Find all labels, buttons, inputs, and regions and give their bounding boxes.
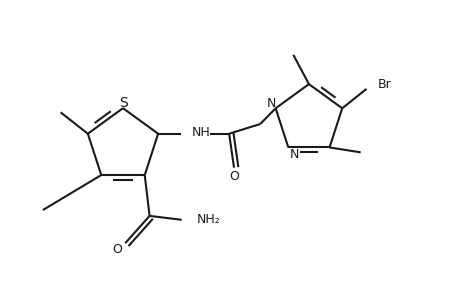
- Text: Br: Br: [376, 79, 390, 92]
- Text: NH₂: NH₂: [196, 213, 219, 226]
- Text: N: N: [267, 97, 276, 110]
- Text: NH: NH: [192, 126, 211, 139]
- Text: O: O: [229, 170, 238, 183]
- Text: S: S: [119, 96, 128, 110]
- Text: O: O: [112, 243, 122, 256]
- Text: N: N: [289, 148, 298, 161]
